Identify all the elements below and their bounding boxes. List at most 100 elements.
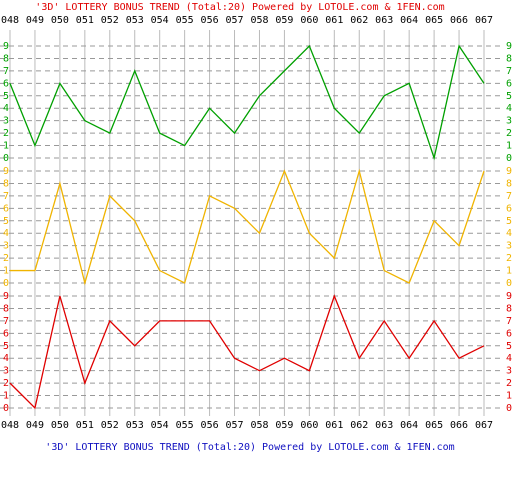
y-tick-label: 2 [506,253,512,264]
y-tick-label: 8 [3,53,9,64]
x-tick-label: 058 [250,420,268,431]
y-tick-label: 5 [3,341,9,352]
x-tick-label: 051 [76,420,94,431]
x-tick-label: 058 [250,15,268,26]
y-tick-label: 0 [506,153,512,164]
x-tick-label: 055 [176,420,194,431]
y-tick-label: 8 [3,303,9,314]
y-tick-label: 0 [3,153,9,164]
x-tick-label: 061 [325,15,343,26]
y-tick-label: 8 [506,53,512,64]
y-tick-label: 1 [506,391,512,402]
y-tick-label: 9 [506,166,512,177]
x-tick-label: 049 [26,420,44,431]
y-tick-label: 5 [506,216,512,227]
y-tick-label: 7 [506,316,512,327]
x-tick-label: 050 [51,15,69,26]
y-tick-label: 0 [3,278,9,289]
y-tick-label: 2 [506,128,512,139]
y-tick-label: 3 [3,241,9,252]
y-tick-label: 6 [506,328,512,339]
y-tick-label: 2 [3,378,9,389]
y-tick-label: 4 [3,228,9,239]
y-tick-label: 3 [506,366,512,377]
x-tick-label: 055 [176,15,194,26]
x-tick-label: 051 [76,15,94,26]
y-tick-label: 1 [506,266,512,277]
x-tick-label: 060 [300,15,318,26]
x-tick-label: 064 [400,420,418,431]
y-tick-label: 6 [506,78,512,89]
y-tick-label: 6 [3,78,9,89]
y-tick-label: 9 [3,291,9,302]
y-tick-label: 4 [3,103,9,114]
x-tick-label: 062 [350,420,368,431]
y-tick-label: 1 [3,141,9,152]
x-tick-label: 057 [225,15,243,26]
y-tick-label: 9 [3,166,9,177]
y-tick-label: 9 [3,41,9,52]
x-tick-label: 066 [450,420,468,431]
y-tick-label: 7 [506,66,512,77]
x-tick-label: 060 [300,420,318,431]
y-tick-label: 4 [506,353,512,364]
y-tick-label: 3 [3,116,9,127]
series-line [9,44,485,161]
x-tick-label: 052 [101,420,119,431]
x-tick-label: 048 [1,15,19,26]
y-tick-label: 9 [506,291,512,302]
x-tick-label: 054 [151,15,169,26]
y-tick-label: 6 [3,203,9,214]
chart-title: '3D' LOTTERY BONUS TREND (Total:20) Powe… [35,2,444,13]
y-tick-label: 9 [506,41,512,52]
y-tick-label: 3 [3,366,9,377]
x-tick-label: 052 [101,15,119,26]
y-tick-label: 5 [3,91,9,102]
y-tick-label: 5 [506,341,512,352]
y-tick-label: 4 [3,353,9,364]
y-tick-label: 0 [506,403,512,414]
x-tick-label: 053 [126,420,144,431]
x-tick-label: 065 [425,420,443,431]
x-tick-label: 048 [1,420,19,431]
x-tick-label: 050 [51,420,69,431]
x-tick-label: 067 [475,15,493,26]
x-tick-label: 062 [350,15,368,26]
x-tick-label: 064 [400,15,418,26]
y-tick-label: 6 [3,328,9,339]
x-tick-label: 067 [475,420,493,431]
y-tick-label: 7 [506,191,512,202]
y-tick-label: 3 [506,241,512,252]
y-tick-label: 8 [506,178,512,189]
y-tick-label: 1 [3,266,9,277]
y-tick-label: 7 [3,66,9,77]
series-line [9,294,485,410]
x-tick-label: 059 [275,420,293,431]
y-tick-label: 5 [3,216,9,227]
chart-footer: '3D' LOTTERY BONUS TREND (Total:20) Powe… [45,442,454,453]
x-tick-label: 063 [375,420,393,431]
y-tick-label: 5 [506,91,512,102]
x-tick-label: 061 [325,420,343,431]
x-tick-label: 063 [375,15,393,26]
y-tick-label: 4 [506,103,512,114]
y-tick-label: 7 [3,191,9,202]
x-tick-label: 054 [151,420,169,431]
y-tick-label: 1 [506,141,512,152]
y-tick-label: 2 [3,128,9,139]
y-tick-label: 6 [506,203,512,214]
y-tick-label: 2 [506,378,512,389]
x-tick-label: 056 [201,15,219,26]
series-line [10,168,485,286]
y-tick-label: 2 [3,253,9,264]
x-tick-label: 065 [425,15,443,26]
x-tick-label: 056 [201,420,219,431]
y-tick-label: 7 [3,316,9,327]
y-tick-label: 8 [506,303,512,314]
x-tick-label: 059 [275,15,293,26]
y-tick-label: 1 [3,391,9,402]
y-tick-label: 4 [506,228,512,239]
x-tick-label: 066 [450,15,468,26]
